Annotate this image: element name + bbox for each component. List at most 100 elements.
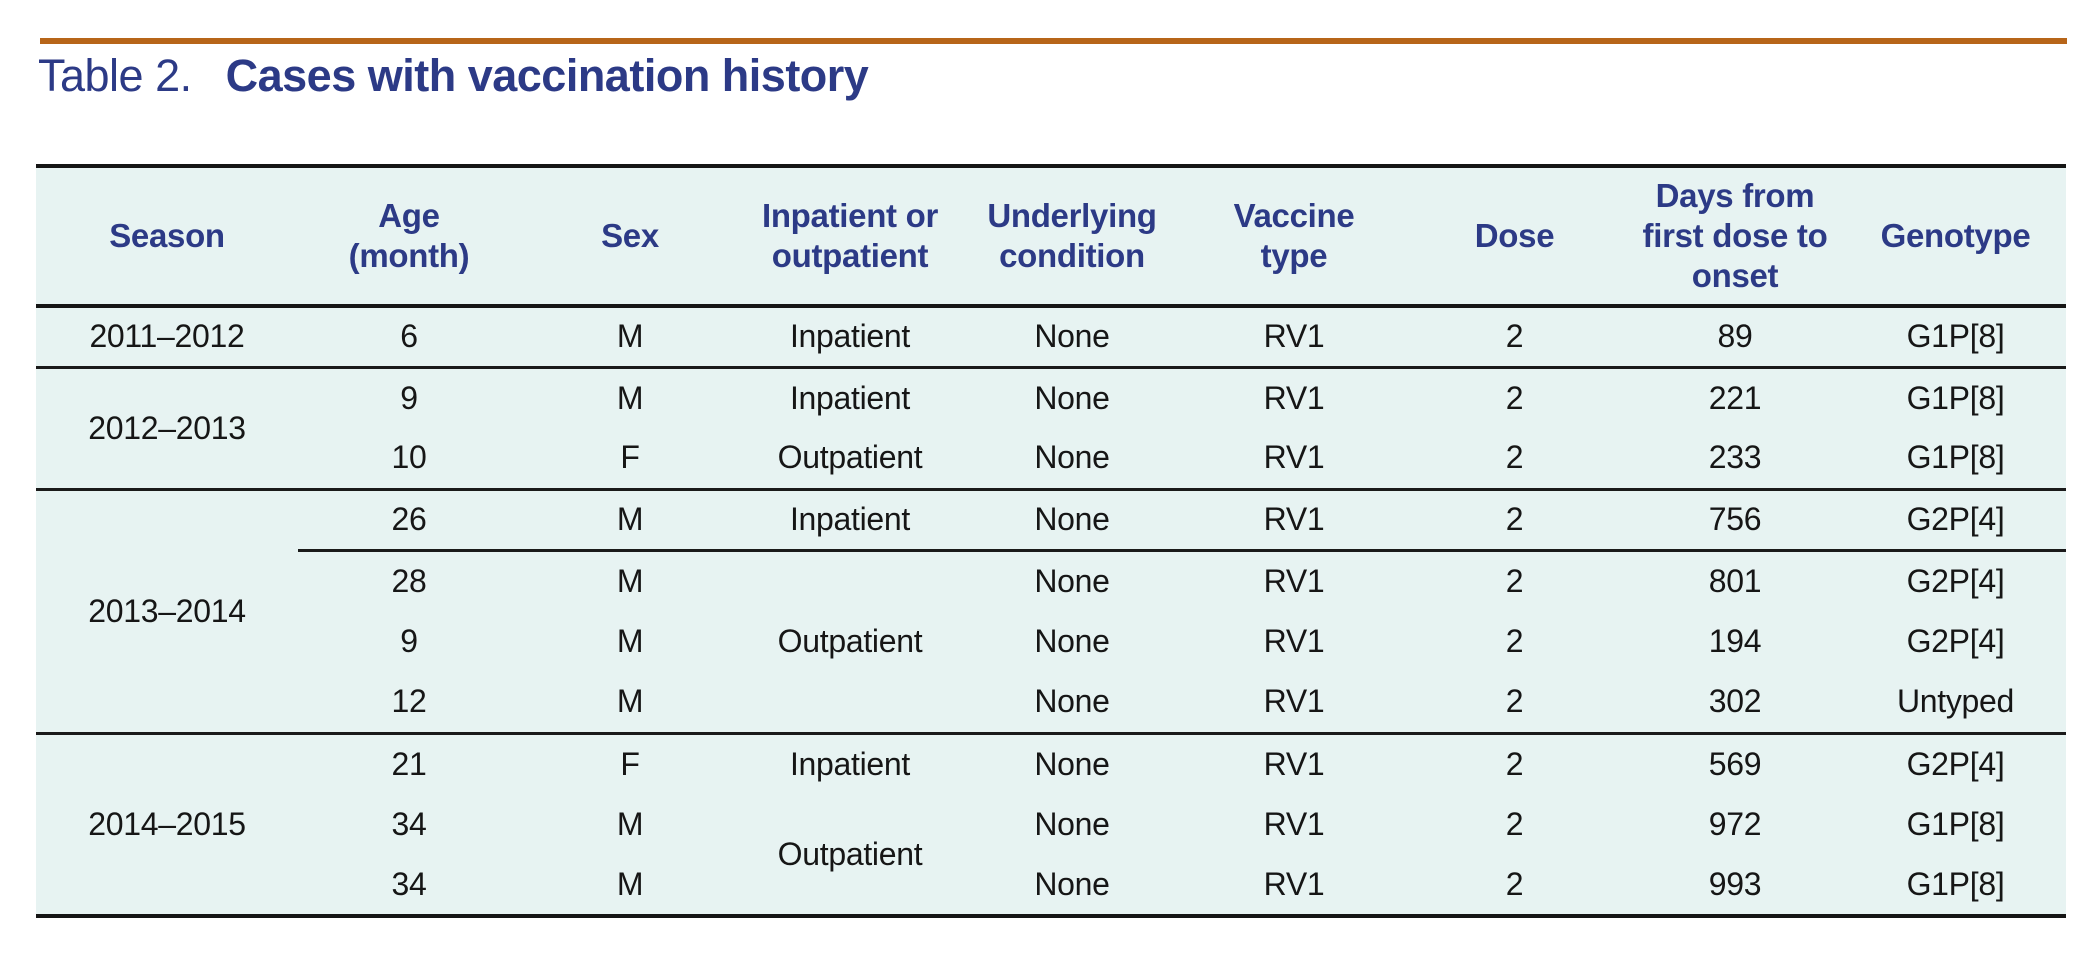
dose-cell: 2 <box>1505 379 1524 416</box>
days-to-onset-cell: 972 <box>1708 806 1762 842</box>
age-cell: 34 <box>391 806 427 842</box>
condition-cell: None <box>1034 866 1110 902</box>
setting-cell: Outpatient <box>777 835 923 872</box>
col-header-season: Season <box>36 166 298 308</box>
table-row: 12 M None RV1 2 302 Untyped <box>36 672 2066 735</box>
table-row: 34 M None RV1 2 993 G1P[8] <box>36 855 2066 916</box>
col-header-age: Age (month) <box>298 166 520 308</box>
genotype-cell: Untyped <box>1845 672 2066 735</box>
accent-rule <box>40 38 2067 44</box>
days-to-onset-cell: 221 <box>1708 379 1762 416</box>
genotype-cell: G1P[8] <box>1906 806 2005 842</box>
table-row: 10 F Outpatient None RV1 2 233 G1P[8] <box>36 428 2066 491</box>
dose-cell: 2 <box>1505 745 1524 782</box>
setting-cell: Inpatient <box>740 306 960 369</box>
days-to-onset-cell: 801 <box>1708 562 1762 599</box>
sex-cell: M <box>616 866 644 902</box>
page-title: Cases with vaccination history <box>225 50 869 101</box>
dose-cell: 2 <box>1404 672 1625 735</box>
cases-table: Season Age (month) Sex Inpatient or outp… <box>36 164 2066 918</box>
age-cell: 34 <box>391 866 427 902</box>
table-row: 2011–2012 6 M Inpatient None RV1 2 89 G1… <box>36 306 2066 369</box>
season-cell: 2011–2012 <box>36 306 298 369</box>
vaccine-type-cell: RV1 <box>1184 428 1404 491</box>
col-header-setting: Inpatient or outpatient <box>740 166 960 308</box>
days-to-onset-cell: 89 <box>1625 306 1845 369</box>
sex-cell: M <box>520 306 740 369</box>
dose-cell: 2 <box>1404 428 1625 491</box>
season-cell: 2012–2013 <box>36 367 298 491</box>
setting-cell: Inpatient <box>740 489 960 552</box>
vaccine-type-cell: RV1 <box>1263 623 1325 659</box>
season-cell: 2014–2015 <box>88 805 246 842</box>
vaccine-type-cell: RV1 <box>1184 672 1404 735</box>
vaccine-type-cell: RV1 <box>1184 489 1404 552</box>
days-to-onset-cell: 756 <box>1625 489 1845 552</box>
table-row: 34 M Outpatient None RV1 2 972 G1P[8] <box>36 794 2066 872</box>
genotype-cell: G1P[8] <box>1906 379 2005 416</box>
dose-cell: 2 <box>1404 306 1625 369</box>
vaccine-type-cell: RV1 <box>1263 806 1325 842</box>
table-row: 2012–2013 9 M Inpatient None RV1 2 221 G… <box>36 367 2066 491</box>
vaccine-type-cell: RV1 <box>1263 866 1325 902</box>
sex-cell: M <box>520 489 740 552</box>
sex-cell: M <box>616 623 644 659</box>
table-caption: Table 2. Cases with vaccination history <box>38 50 869 101</box>
table-label: Table 2. <box>38 50 192 101</box>
vaccine-type-cell: RV1 <box>1263 745 1325 782</box>
age-cell: 10 <box>298 428 520 491</box>
genotype-cell: G2P[4] <box>1906 562 2005 599</box>
sex-cell: F <box>620 745 640 782</box>
condition-cell: None <box>960 672 1184 735</box>
age-cell: 6 <box>298 306 520 369</box>
table-row: 2014–2015 21 F Inpatient None RV1 2 569 … <box>36 733 2066 842</box>
table-row: 28 M Outpatient None RV1 2 801 G2P[4] <box>36 550 2066 735</box>
sex-cell: F <box>520 428 740 491</box>
sex-cell: M <box>520 672 740 735</box>
dose-cell: 2 <box>1404 489 1625 552</box>
col-header-sex: Sex <box>520 166 740 308</box>
days-to-onset-cell: 302 <box>1625 672 1845 735</box>
vaccine-type-cell: RV1 <box>1184 306 1404 369</box>
dose-cell: 2 <box>1505 562 1524 599</box>
dose-cell: 2 <box>1505 623 1524 659</box>
genotype-cell: G2P[4] <box>1845 489 2066 552</box>
setting-cell: Outpatient <box>740 428 960 491</box>
age-cell: 9 <box>400 623 418 659</box>
condition-cell: None <box>960 428 1184 491</box>
sex-cell: M <box>616 562 644 599</box>
condition-cell: None <box>1034 562 1110 599</box>
setting-cell: Inpatient <box>789 745 911 782</box>
age-cell: 9 <box>400 379 418 416</box>
condition-cell: None <box>960 306 1184 369</box>
dose-cell: 2 <box>1505 806 1524 842</box>
days-to-onset-cell: 993 <box>1708 866 1762 902</box>
setting-cell: Outpatient <box>740 550 960 735</box>
days-to-onset-cell: 233 <box>1625 428 1845 491</box>
days-to-onset-cell: 194 <box>1708 623 1762 659</box>
days-to-onset-cell: 569 <box>1708 745 1762 782</box>
condition-cell: None <box>960 489 1184 552</box>
sex-cell: M <box>616 379 644 416</box>
col-header-condition: Underlying condition <box>960 166 1184 308</box>
setting-cell: Inpatient <box>789 379 911 416</box>
vaccine-type-cell: RV1 <box>1263 379 1325 416</box>
genotype-cell: G2P[4] <box>1906 745 2005 782</box>
genotype-cell: G1P[8] <box>1906 866 2005 902</box>
table-row: 2013–2014 26 M Inpatient None RV1 2 756 … <box>36 489 2066 735</box>
vaccine-type-cell: RV1 <box>1263 562 1325 599</box>
condition-cell: None <box>1034 623 1110 659</box>
season-cell: 2013–2014 <box>36 489 298 735</box>
table-row: 9 M None RV1 2 194 G2P[4] <box>36 611 2066 672</box>
condition-cell: None <box>1034 379 1110 416</box>
genotype-cell: G2P[4] <box>1906 623 2005 659</box>
col-header-dose: Dose <box>1404 166 1625 308</box>
col-header-vaccine: Vaccine type <box>1184 166 1404 308</box>
sex-cell: M <box>616 806 644 842</box>
header-row: Season Age (month) Sex Inpatient or outp… <box>36 166 2066 308</box>
condition-cell: None <box>1034 806 1110 842</box>
age-cell: 12 <box>298 672 520 735</box>
genotype-cell: G1P[8] <box>1845 428 2066 491</box>
condition-cell: None <box>1034 745 1110 782</box>
col-header-days: Days from first dose to onset <box>1625 166 1845 308</box>
